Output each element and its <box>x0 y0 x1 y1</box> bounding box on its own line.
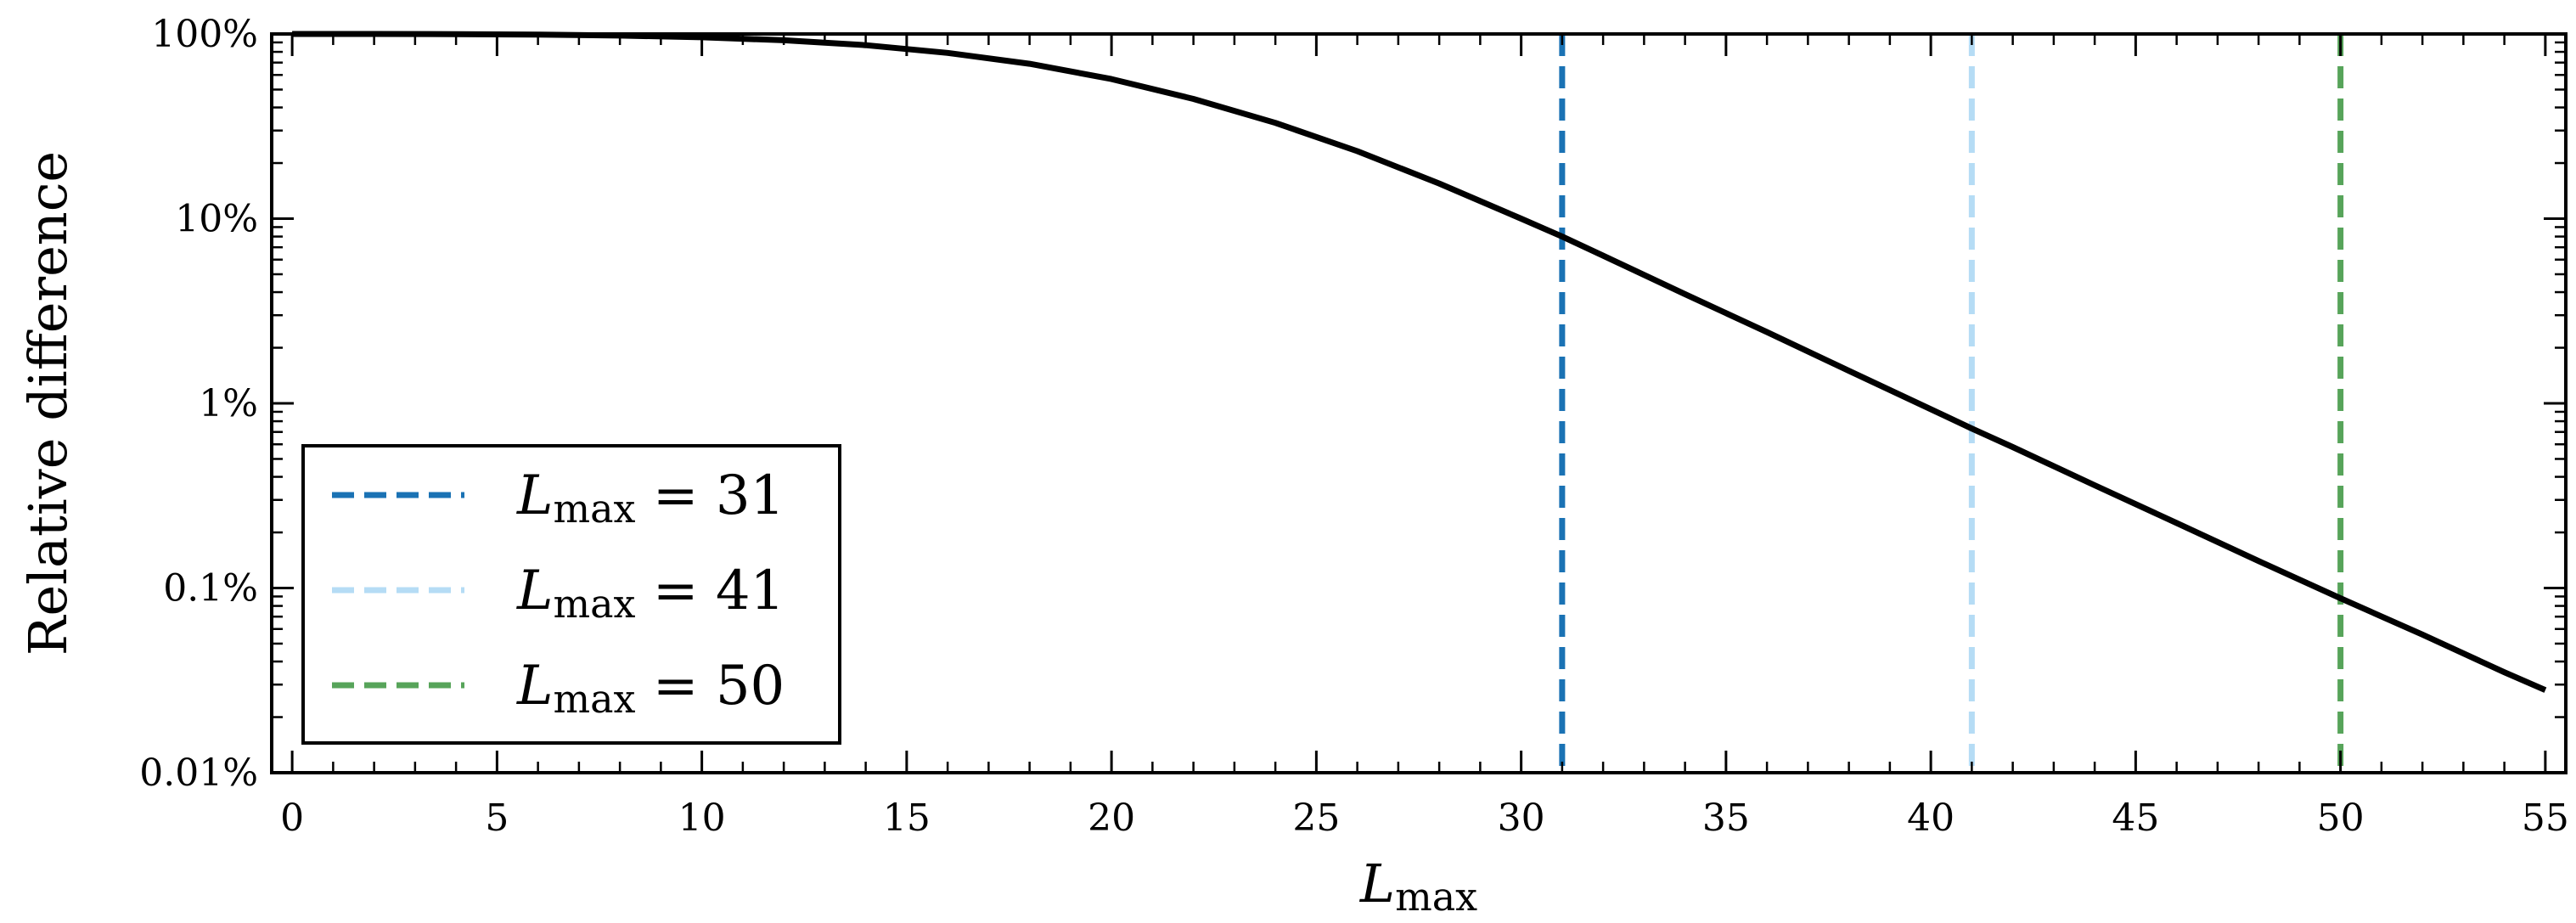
x-tick-label: 30 <box>1498 796 1545 840</box>
x-axis-label-subscript: max <box>1395 874 1477 920</box>
y-tick-label: 1% <box>199 382 258 425</box>
x-tick-label: 5 <box>485 796 509 840</box>
y-tick-label: 0.01% <box>139 751 258 795</box>
x-tick-label: 20 <box>1088 796 1135 840</box>
legend-label-subscript: max <box>554 581 636 627</box>
legend-label-value: = 31 <box>636 464 785 527</box>
x-tick-label: 50 <box>2317 796 2365 840</box>
x-tick-label: 45 <box>2112 796 2159 840</box>
legend-label-value: = 50 <box>636 655 785 718</box>
x-axis-label: Lmax <box>1359 853 1477 920</box>
legend-label: Lmax = 31 <box>516 464 785 532</box>
legend-label: Lmax = 41 <box>516 560 785 627</box>
y-axis: 0.01% 0.1% 1% 10% 100% <box>139 13 2566 795</box>
legend-label-subscript: max <box>554 676 636 722</box>
legend-label-symbol: L <box>516 560 554 622</box>
y-tick-label: 10% <box>175 198 258 241</box>
x-tick-label: 40 <box>1907 796 1954 840</box>
y-tick-label: 0.1% <box>163 567 258 611</box>
legend-label-symbol: L <box>516 464 554 527</box>
x-axis: 0 5 10 15 20 25 30 35 40 45 50 55 <box>280 34 2569 840</box>
x-tick-label: 55 <box>2522 796 2569 840</box>
x-tick-label: 35 <box>1702 796 1750 840</box>
legend-label-value: = 41 <box>636 560 785 622</box>
y-tick-label: 100% <box>151 13 258 56</box>
x-tick-label: 15 <box>883 796 931 840</box>
legend-label-symbol: L <box>516 655 554 718</box>
x-tick-label: 10 <box>678 796 726 840</box>
legend-label: Lmax = 50 <box>516 655 785 722</box>
x-axis-label-symbol: L <box>1359 853 1395 915</box>
x-tick-label: 0 <box>280 796 304 840</box>
legend-label-subscript: max <box>554 486 636 532</box>
x-tick-label: 25 <box>1292 796 1340 840</box>
y-axis-label: Relative difference <box>17 151 79 656</box>
reference-lines <box>1559 34 2344 773</box>
legend-box <box>301 444 841 745</box>
